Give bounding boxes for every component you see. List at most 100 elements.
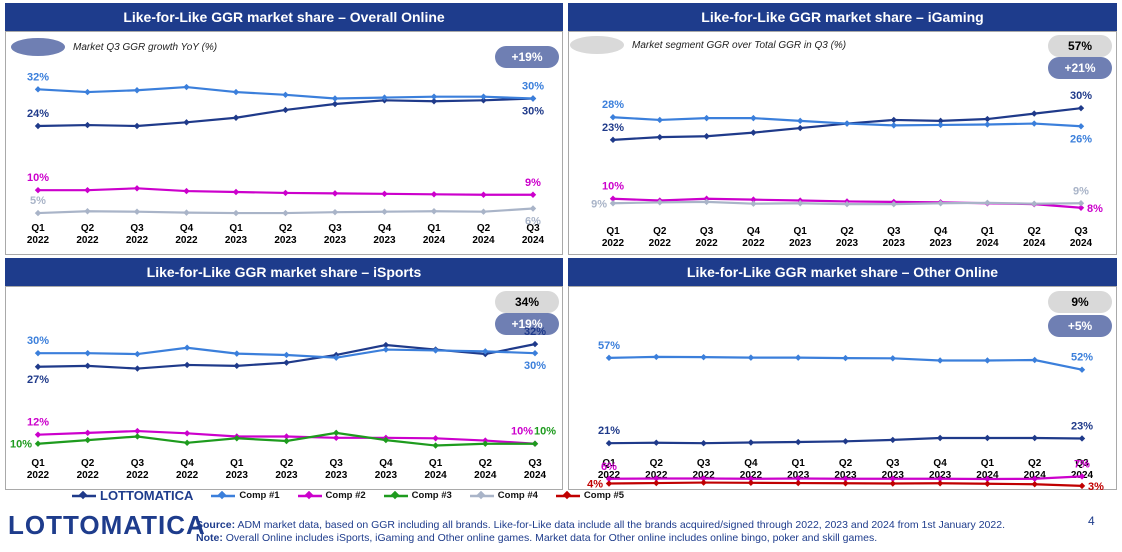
data-point-comp-3 (531, 440, 539, 447)
note-line: Note: Overall Online includes iSports, i… (196, 532, 1066, 545)
data-label: 10% (10, 439, 32, 451)
data-label: 23% (1071, 420, 1093, 432)
data-label: 52% (1071, 352, 1093, 364)
data-label: 9% (1073, 185, 1089, 197)
data-label: 6% (601, 461, 617, 473)
data-point-comp-1 (432, 347, 439, 354)
data-point-comp-2 (1078, 473, 1086, 480)
legend-line-icon (383, 490, 408, 499)
data-point-comp-4 (84, 208, 91, 215)
source-label: Source: (196, 519, 236, 531)
x-tick-label: Q2 2023 (834, 458, 857, 481)
note-label: Note: (196, 532, 223, 544)
legend-item-comp1: Comp #1 (211, 490, 280, 501)
data-label: 27% (27, 374, 49, 386)
data-label: 4% (587, 479, 603, 490)
data-point-lottomatica (84, 362, 91, 370)
x-tick-label: Q1 2022 (27, 223, 50, 246)
data-point-comp-1 (656, 116, 663, 124)
data-point-lottomatica (605, 440, 613, 447)
data-point-comp-2 (134, 427, 141, 435)
data-label: 10% (534, 426, 556, 438)
data-point-comp-1 (797, 117, 804, 125)
x-tick-label: Q1 2022 (602, 226, 625, 249)
segment-note-text: Market segment GGR over Total GGR in Q3 … (632, 39, 847, 51)
x-tick-label: Q3 2023 (882, 458, 905, 481)
panel-isports: Like-for-Like GGR market share – iSports… (5, 258, 563, 490)
data-point-lottomatica (936, 434, 944, 442)
data-label: 30% (522, 81, 544, 93)
data-point-comp-2 (133, 185, 141, 192)
x-tick-label: Q4 2022 (740, 458, 763, 481)
data-point-comp-1 (34, 86, 42, 93)
legend-item-comp2: Comp #2 (297, 490, 366, 501)
x-tick-label: Q3 2023 (325, 458, 348, 481)
data-point-comp-1 (889, 355, 896, 362)
data-point-lottomatica (984, 434, 991, 442)
data-point-comp-4 (34, 209, 42, 217)
data-point-comp-1 (480, 93, 487, 100)
data-point-comp-1 (232, 88, 240, 96)
data-point-comp-4 (232, 209, 240, 217)
data-point-comp-1 (331, 95, 339, 102)
data-point-lottomatica (750, 129, 757, 136)
legend-item-comp3: Comp #3 (383, 490, 452, 501)
x-tick-label: Q4 2022 (176, 458, 199, 481)
data-point-comp-2 (609, 195, 617, 202)
x-tick-label: Q1 2022 (598, 458, 621, 481)
data-point-comp-5 (842, 480, 849, 487)
data-point-comp-2 (183, 187, 190, 195)
data-point-lottomatica (430, 98, 438, 105)
data-label: 26% (1070, 133, 1092, 145)
data-label: 8% (1087, 203, 1103, 215)
data-point-comp-1 (382, 346, 390, 353)
x-tick-label: Q1 2024 (423, 223, 446, 246)
data-point-comp-1 (703, 114, 710, 122)
data-point-comp-5 (889, 480, 896, 487)
data-point-comp-5 (605, 480, 613, 487)
panel-title: Like-for-Like GGR market share – iSports (5, 258, 563, 286)
data-point-lottomatica (133, 122, 141, 130)
data-point-comp-3 (283, 437, 290, 445)
legend-line-icon (72, 490, 96, 499)
data-point-comp-2 (331, 190, 339, 197)
data-label: 9% (525, 177, 541, 189)
x-tick-label: Q2 2024 (474, 458, 497, 481)
data-point-comp-2 (34, 431, 42, 438)
data-point-comp-4 (984, 199, 991, 206)
data-point-lottomatica (700, 440, 707, 447)
data-label: 32% (27, 71, 49, 83)
data-point-comp-4 (430, 208, 438, 215)
data-point-lottomatica (889, 436, 896, 444)
data-point-lottomatica (1078, 435, 1086, 442)
data-point-comp-1 (333, 354, 340, 361)
data-point-comp-2 (283, 433, 290, 440)
data-point-comp-1 (283, 351, 290, 359)
panel-igaming: Like-for-Like GGR market share – iGaming… (568, 3, 1117, 255)
data-point-comp-3 (382, 436, 390, 444)
data-point-comp-2 (333, 434, 340, 442)
x-tick-label: Q1 2024 (976, 226, 999, 249)
growth-note-ellipse (11, 38, 65, 56)
growth-pill: +5% (1048, 315, 1112, 337)
data-point-lottomatica (531, 340, 539, 348)
data-point-comp-2 (430, 191, 438, 198)
segment-note-ellipse (570, 36, 624, 54)
data-point-comp-1 (984, 357, 991, 364)
growth-note: Market Q3 GGR growth YoY (%) (11, 38, 217, 56)
data-point-comp-1 (605, 354, 613, 362)
data-label: 5% (30, 195, 46, 207)
data-point-comp-1 (842, 354, 849, 362)
data-point-lottomatica (656, 133, 663, 141)
data-point-comp-1 (700, 353, 707, 361)
data-label: 10% (511, 426, 533, 438)
data-point-comp-4 (480, 208, 487, 215)
footer-notes: Source: ADM market data, based on GGR in… (196, 519, 1066, 545)
data-point-comp-1 (430, 93, 438, 100)
data-point-comp-4 (331, 208, 339, 216)
data-point-comp-1 (750, 114, 757, 122)
x-tick-label: Q2 2023 (836, 226, 859, 249)
